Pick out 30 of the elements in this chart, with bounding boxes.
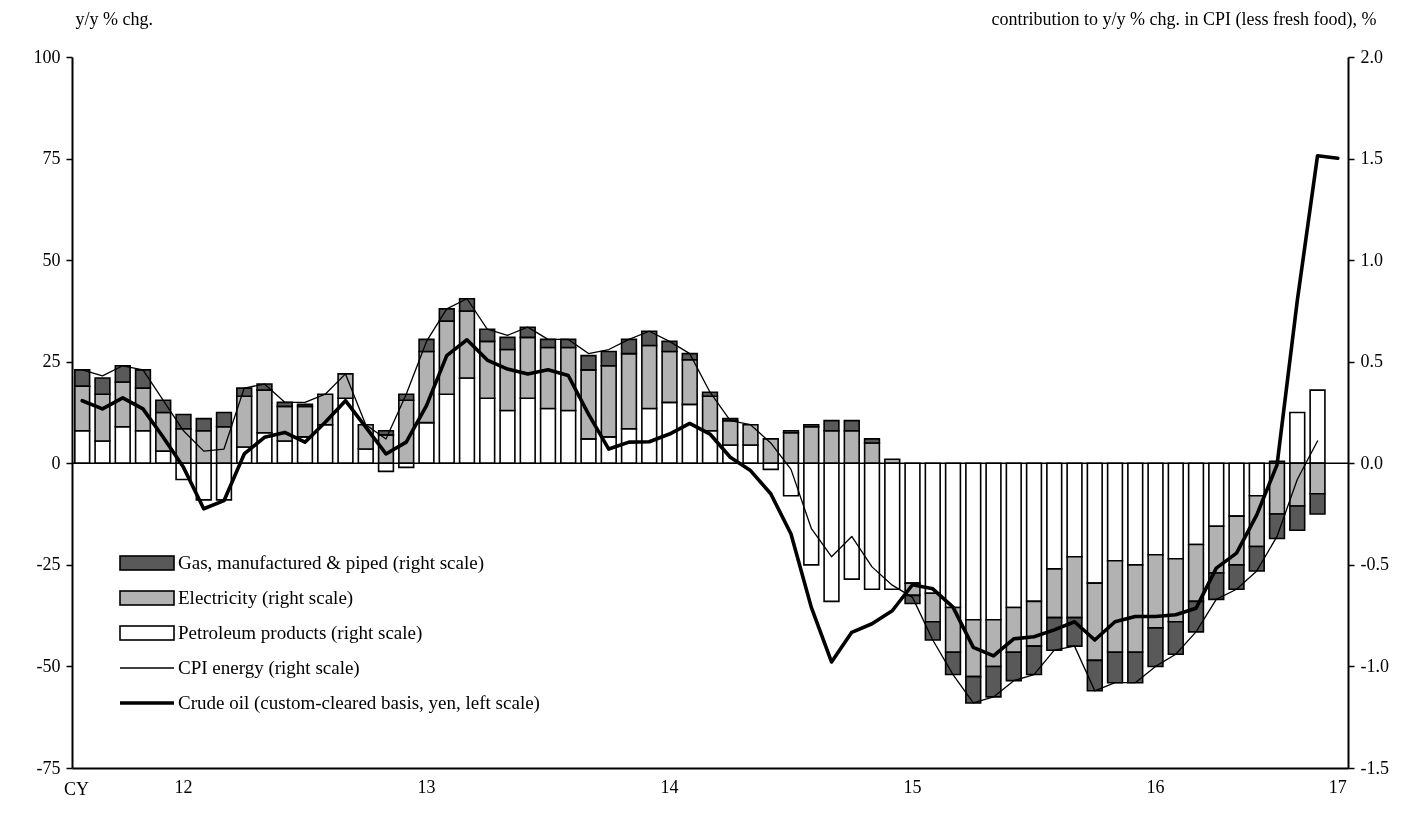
y-tick-label: 100 xyxy=(33,46,61,67)
x-tick-label: 17 xyxy=(1328,776,1347,797)
y-axis-title: y/y % chg. xyxy=(75,8,153,29)
x-tick-label: 12 xyxy=(174,776,193,797)
y-tick-label: 25 xyxy=(42,351,61,372)
y-tick-label: 75 xyxy=(42,148,61,169)
y2-tick-label: -1.5 xyxy=(1360,757,1389,778)
y-tick-label: 0 xyxy=(51,452,61,473)
y-tick-label: 50 xyxy=(42,249,61,270)
y2-tick-label: -0.5 xyxy=(1360,554,1389,575)
y2-tick-label: 0.5 xyxy=(1360,351,1383,372)
y2-tick-label: -1.0 xyxy=(1360,655,1389,676)
legend-label: Gas, manufactured & piped (right scale) xyxy=(178,551,484,575)
y-tick-label: -75 xyxy=(36,757,61,778)
y-tick-label: -25 xyxy=(36,554,61,575)
y2-tick-label: 0.0 xyxy=(1360,452,1383,473)
x-axis-title: CY xyxy=(63,778,90,799)
y-tick-label: -50 xyxy=(36,655,61,676)
y2-axis-title: contribution to y/y % chg. in CPI (less fresh food), % xyxy=(991,8,1377,30)
x-tick-label: 15 xyxy=(903,776,922,797)
legend-label: CPI energy (right scale) xyxy=(178,656,360,680)
x-tick-label: 14 xyxy=(660,776,679,797)
legend-label: Crude oil (custom-cleared basis, yen, left scale) xyxy=(178,691,540,715)
y2-tick-label: 2.0 xyxy=(1360,46,1383,67)
legend-label: Electricity (right scale) xyxy=(178,586,354,610)
legend-label: Petroleum products (right scale) xyxy=(178,621,423,645)
x-tick-label: 16 xyxy=(1146,776,1165,797)
y2-tick-label: 1.0 xyxy=(1360,249,1383,270)
x-tick-label: 13 xyxy=(417,776,436,797)
y2-tick-label: 1.5 xyxy=(1360,148,1383,169)
